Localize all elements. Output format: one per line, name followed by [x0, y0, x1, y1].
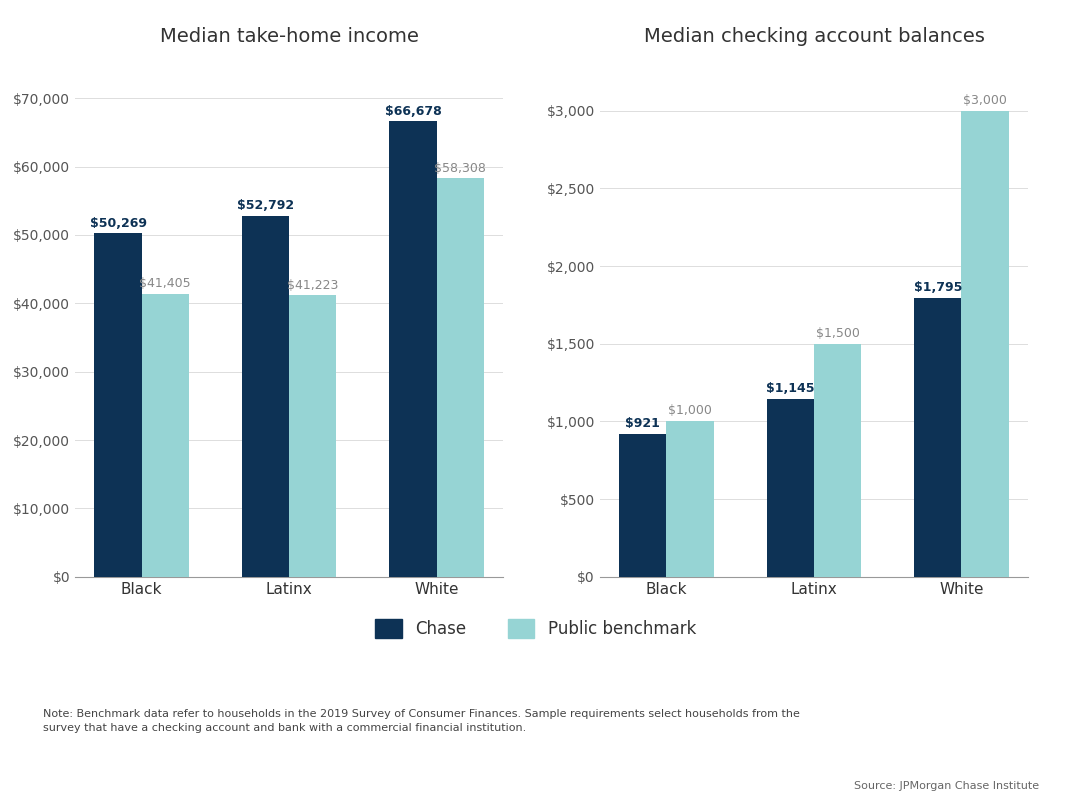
- Text: $41,405: $41,405: [139, 277, 191, 290]
- Title: Median take-home income: Median take-home income: [160, 27, 419, 46]
- Bar: [437, 178, 484, 577]
- Text: $1,145: $1,145: [766, 382, 815, 395]
- Text: $1,000: $1,000: [668, 405, 712, 417]
- Text: $52,792: $52,792: [237, 199, 295, 212]
- Text: $921: $921: [625, 417, 661, 430]
- Bar: [242, 216, 289, 577]
- Text: $3,000: $3,000: [963, 94, 1007, 107]
- Text: $41,223: $41,223: [287, 279, 338, 292]
- Bar: [814, 344, 861, 577]
- Text: $58,308: $58,308: [435, 162, 486, 175]
- Bar: [962, 111, 1009, 577]
- Bar: [915, 298, 962, 577]
- Text: $1,795: $1,795: [914, 281, 962, 294]
- Text: Note: Benchmark data refer to households in the 2019 Survey of Consumer Finances: Note: Benchmark data refer to households…: [43, 709, 800, 733]
- Bar: [390, 121, 437, 577]
- Bar: [666, 421, 713, 577]
- Text: $66,678: $66,678: [384, 105, 441, 118]
- Bar: [141, 294, 188, 577]
- Title: Median checking account balances: Median checking account balances: [644, 27, 984, 46]
- Text: Source: JPMorgan Chase Institute: Source: JPMorgan Chase Institute: [854, 782, 1039, 791]
- Bar: [619, 433, 666, 577]
- Text: $50,269: $50,269: [90, 217, 147, 230]
- Legend: Chase, Public benchmark: Chase, Public benchmark: [368, 612, 703, 645]
- Bar: [767, 399, 814, 577]
- Bar: [94, 233, 141, 577]
- Text: $1,500: $1,500: [816, 327, 860, 340]
- Bar: [289, 295, 336, 577]
